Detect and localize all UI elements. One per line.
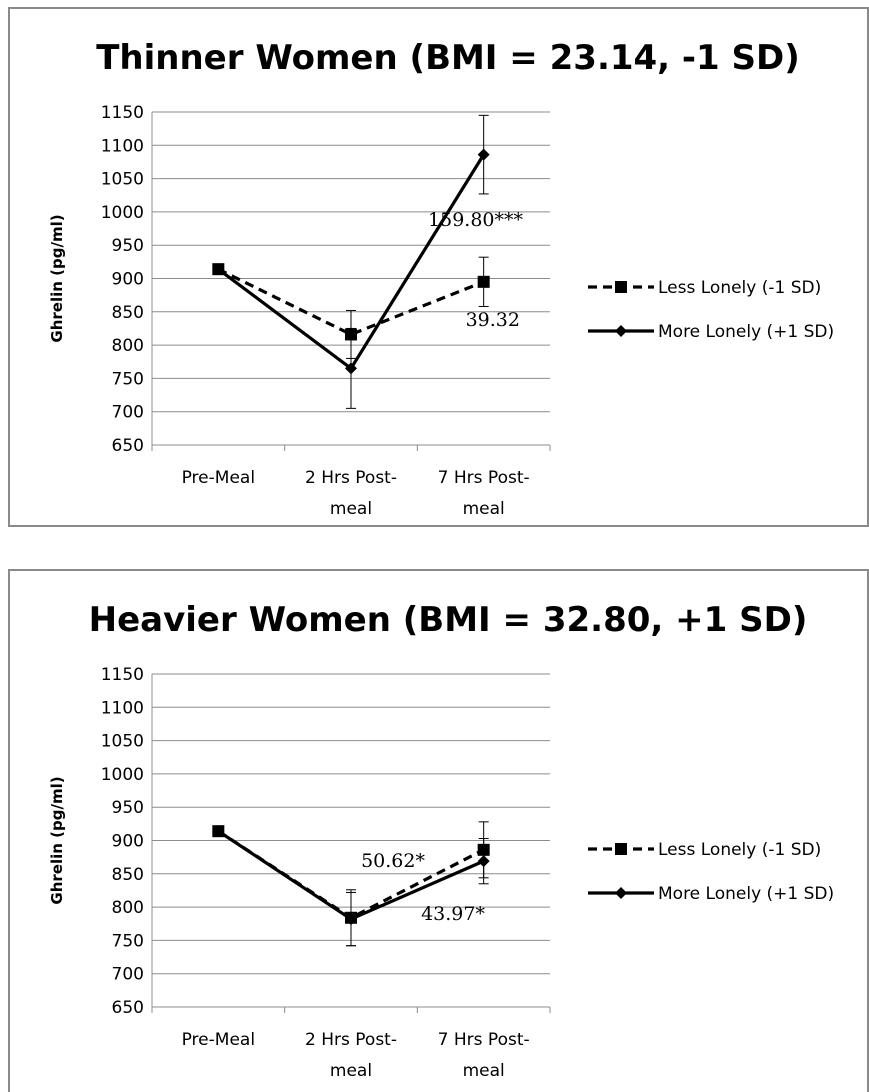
y-tick-label: 1100 <box>101 136 144 156</box>
chart-panel-heavier-women: Heavier Women (BMI = 32.80, +1 SD) 650 700… <box>8 569 869 1092</box>
legend-label: More Lonely (+1 SD) <box>658 884 834 904</box>
y-tick-label: 1000 <box>101 765 144 785</box>
data-point-diamond <box>345 362 357 375</box>
annotation-label: 159.80*** <box>428 209 523 231</box>
legend-label: More Lonely (+1 SD) <box>658 322 834 342</box>
legend-label: Less Lonely (-1 SD) <box>658 278 821 298</box>
annotation-label: 39.32 <box>466 309 520 331</box>
y-tick-label: 1100 <box>101 698 144 718</box>
legend-marker-square <box>615 843 627 855</box>
x-tick-label: meal <box>330 1061 372 1081</box>
y-tick-label: 1000 <box>101 203 144 223</box>
y-tick-label: 800 <box>112 898 144 918</box>
y-tick-label: 900 <box>112 832 144 852</box>
y-tick-label: 1150 <box>101 665 144 685</box>
data-point-diamond <box>477 148 490 161</box>
x-tick-label: 2 Hrs Post- <box>305 1030 397 1050</box>
chart-svg-thinner-women: Thinner Women (BMI = 23.14, -1 SD) 650 700… <box>48 38 834 519</box>
data-point-diamond <box>212 263 225 276</box>
data-point-diamond <box>345 913 357 926</box>
chart-panel-thinner-women: Thinner Women (BMI = 23.14, -1 SD) 650 700… <box>8 7 869 527</box>
y-tick-label: 750 <box>112 369 144 389</box>
y-tick-label: 800 <box>112 336 144 356</box>
y-tick-label: 850 <box>112 303 144 323</box>
chart-svg-heavier-women: Heavier Women (BMI = 32.80, +1 SD) 650 700… <box>48 600 834 1081</box>
y-axis-label: Ghrelin (pg/ml) <box>48 214 66 342</box>
series-line-less-lonely <box>217 267 485 337</box>
y-tick-label: 650 <box>112 998 144 1018</box>
data-point-diamond <box>212 825 225 838</box>
y-tick-label: 750 <box>112 931 144 951</box>
annotation-label: 50.62* <box>361 850 425 872</box>
x-tick-label: meal <box>463 499 505 519</box>
y-tick-label: 650 <box>112 436 144 456</box>
y-tick-label: 950 <box>112 236 144 256</box>
y-tick-label: 1150 <box>101 103 144 123</box>
data-point-diamond <box>477 855 490 868</box>
x-tick-label: meal <box>330 499 372 519</box>
x-tick-label: 2 Hrs Post- <box>305 468 397 488</box>
x-tick-label: 7 Hrs Post- <box>438 468 530 488</box>
x-tick-label: meal <box>463 1061 505 1081</box>
y-axis-label: Ghrelin (pg/ml) <box>48 776 66 904</box>
x-tick-label: 7 Hrs Post- <box>438 1030 530 1050</box>
x-tick-label: Pre-Meal <box>182 1030 255 1050</box>
y-tick-label: 1050 <box>101 170 144 190</box>
legend-label: Less Lonely (-1 SD) <box>658 840 821 860</box>
legend-marker-diamond <box>615 325 627 337</box>
x-tick-label: Pre-Meal <box>182 468 255 488</box>
data-point-square <box>477 275 490 288</box>
y-tick-label: 900 <box>112 270 144 290</box>
chart-title: Heavier Women (BMI = 32.80, +1 SD) <box>89 600 808 640</box>
chart-title: Thinner Women (BMI = 23.14, -1 SD) <box>96 38 800 78</box>
y-tick-label: 850 <box>112 865 144 885</box>
annotation-label: 43.97* <box>421 903 485 925</box>
legend-marker-diamond <box>615 887 627 899</box>
y-tick-label: 950 <box>112 798 144 818</box>
y-tick-label: 1050 <box>101 732 144 752</box>
legend-marker-square <box>615 281 627 293</box>
y-tick-label: 700 <box>112 403 144 423</box>
y-tick-label: 700 <box>112 965 144 985</box>
